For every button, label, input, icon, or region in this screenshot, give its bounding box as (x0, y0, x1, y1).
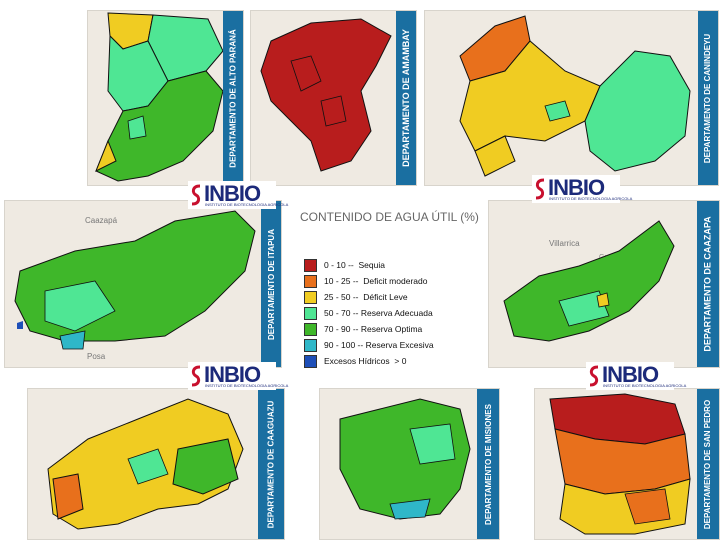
legend-item-sequia: 0 - 10 -- Sequia (304, 258, 385, 272)
misiones-regions (339, 398, 471, 520)
caazapa-label: DEPARTAMENTO DE CAAZAPA (697, 201, 719, 367)
itapua-label: DEPARTAMENTO DE ITAPUA (261, 201, 281, 367)
amambay-label: DEPARTAMENTO DE AMAMBAY (396, 11, 416, 185)
misiones-label: DEPARTAMENTO DE MISIONES (477, 389, 499, 539)
legend-label: 50 - 70 -- Reserva Adecuada (324, 308, 433, 318)
legend-item-deficit-leve: 25 - 50 -- Déficit Leve (304, 290, 408, 304)
amambay-regions (260, 18, 392, 172)
legend-label: Excesos Hídricos > 0 (324, 356, 407, 366)
legend-swatch (304, 306, 317, 320)
legend-swatch (304, 338, 317, 352)
legend-label: 90 - 100 -- Reserva Excesiva (324, 340, 434, 350)
alto-parana-regions (95, 12, 224, 182)
canindeyu-regions (459, 15, 691, 177)
san-pedro-label: DEPARTAMENTO DE SAN PEDRO (697, 389, 719, 539)
caaguazu-label: DEPARTAMENTO DE CAAGUAZU (258, 389, 284, 539)
legend-item-deficit-moderado: 10 - 25 -- Deficit moderado (304, 274, 427, 288)
legend-swatch (304, 354, 317, 368)
map-misiones: DEPARTAMENTO DE MISIONES (319, 388, 500, 540)
map-alto-parana: DEPARTAMENTO DE ALTO PARANÁ (87, 10, 244, 186)
inbio-wordmark: INBIO (204, 181, 261, 206)
legend: CONTENIDO DE AGUA ÚTIL (%) 0 - 10 -- Seq… (294, 203, 484, 373)
caazapa-city-label: Caazapá (85, 216, 118, 225)
legend-label: 70 - 90 -- Reserva Optima (324, 324, 423, 334)
posadas-label: Posa (87, 352, 106, 361)
inbio-mark-icon (535, 178, 545, 200)
legend-swatch (304, 290, 317, 304)
inbio-subtitle: INSTITUTO DE BIOTECNOLOGIA AGRICOLA (205, 202, 289, 207)
map-san-pedro: DEPARTAMENTO DE SAN PEDRO (534, 388, 720, 540)
map-caaguazu: DEPARTAMENTO DE CAAGUAZU (27, 388, 285, 540)
itapua-regions: Caazapá Posa (14, 210, 256, 361)
map-itapua: Caazapá Posa DEPARTAMENTO DE ITAPUA (4, 200, 282, 368)
legend-swatch (304, 322, 317, 336)
legend-item-excesos-hidricos: Excesos Hídricos > 0 (304, 354, 406, 368)
legend-item-reserva-optima: 70 - 90 -- Reserva Optima (304, 322, 422, 336)
villarrica-label: Villarrica (549, 239, 580, 248)
canindeyu-label: DEPARTAMENTO DE CANINDEYU (698, 11, 718, 185)
legend-title: CONTENIDO DE AGUA ÚTIL (%) (300, 210, 479, 224)
inbio-wordmark: INBIO (548, 175, 605, 200)
inbio-logo: INBIO INSTITUTO DE BIOTECNOLOGIA AGRICOL… (188, 362, 288, 390)
inbio-subtitle: INSTITUTO DE BIOTECNOLOGIA AGRICOLA (549, 196, 633, 201)
legend-label: 0 - 10 -- Sequia (324, 260, 385, 270)
legend-label: 25 - 50 -- Déficit Leve (324, 292, 408, 302)
map-caazapa: Villarrica Guairá DEPARTAMENTO DE CAAZAP… (488, 200, 720, 368)
inbio-logo: INBIO INSTITUTO DE BIOTECNOLOGIA AGRICOL… (188, 181, 288, 209)
map-canindeyu: DEPARTAMENTO DE CANINDEYU (424, 10, 719, 186)
alto-parana-label: DEPARTAMENTO DE ALTO PARANÁ (223, 11, 243, 185)
inbio-wordmark: INBIO (602, 362, 659, 387)
legend-item-reserva-excesiva: 90 - 100 -- Reserva Excesiva (304, 338, 434, 352)
inbio-mark-icon (589, 365, 599, 387)
inbio-wordmark: INBIO (204, 362, 261, 387)
legend-label: 10 - 25 -- Deficit moderado (324, 276, 428, 286)
inbio-logo: INBIO INSTITUTO DE BIOTECNOLOGIA AGRICOL… (532, 175, 632, 203)
inbio-mark-icon (191, 365, 201, 387)
legend-item-reserva-adecuada: 50 - 70 -- Reserva Adecuada (304, 306, 433, 320)
inbio-mark-icon (191, 184, 201, 206)
legend-swatch (304, 274, 317, 288)
caaguazu-regions (47, 398, 244, 530)
inbio-subtitle: INSTITUTO DE BIOTECNOLOGIA AGRICOLA (205, 383, 289, 388)
legend-swatch (304, 258, 317, 272)
map-amambay: DEPARTAMENTO DE AMAMBAY (250, 10, 417, 186)
inbio-logo: INBIO INSTITUTO DE BIOTECNOLOGIA AGRICOL… (586, 362, 686, 390)
caazapa-regions: Villarrica Guairá (503, 220, 675, 342)
san-pedro-regions (549, 393, 691, 535)
inbio-subtitle: INSTITUTO DE BIOTECNOLOGIA AGRICOLA (603, 383, 687, 388)
